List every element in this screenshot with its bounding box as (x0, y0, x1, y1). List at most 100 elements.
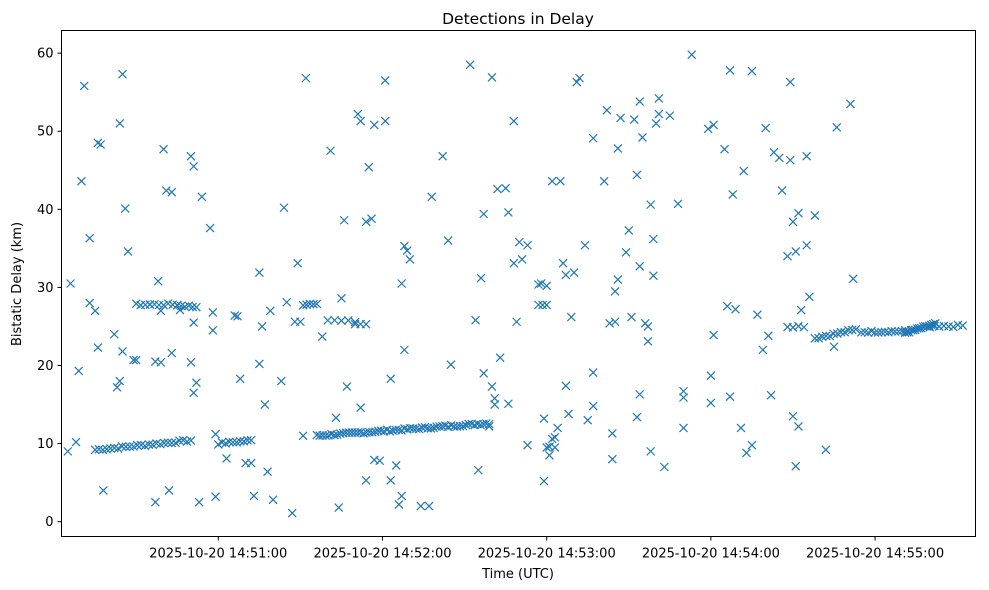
data-point (583, 415, 593, 425)
data-point (736, 423, 746, 433)
data-point (725, 392, 735, 402)
data-point (503, 208, 513, 217)
data-point (361, 319, 371, 329)
data-point (118, 69, 127, 79)
data-point (643, 322, 653, 331)
data-point (98, 445, 108, 455)
data-point (791, 461, 801, 471)
data-point (848, 274, 858, 284)
data-point (725, 65, 735, 75)
data-point (79, 81, 89, 91)
data-point (189, 318, 199, 327)
data-point (323, 315, 333, 325)
data-point (380, 76, 390, 85)
data-point (870, 328, 880, 337)
data-point (836, 327, 846, 337)
data-point (339, 215, 349, 225)
data-point (501, 183, 511, 193)
data-point (479, 368, 489, 378)
plot-area-frame (61, 30, 976, 537)
data-point (117, 442, 127, 451)
y-tick-label: 20 (37, 359, 54, 374)
data-point (353, 109, 363, 119)
data-point (96, 140, 106, 149)
y-axis-label: Bistatic Delay (km) (10, 222, 25, 346)
data-point (550, 432, 560, 442)
data-point (230, 311, 240, 320)
data-point (509, 116, 519, 126)
data-point (391, 461, 401, 470)
data-markers (63, 50, 968, 518)
data-point (163, 438, 173, 448)
data-point (263, 467, 272, 477)
data-point (703, 124, 713, 134)
data-point (385, 427, 395, 436)
data-point (539, 414, 549, 424)
data-point (276, 376, 286, 386)
data-point (654, 109, 664, 119)
data-point (495, 353, 505, 363)
data-point (547, 434, 557, 444)
data-point (758, 345, 768, 355)
data-point (829, 342, 839, 352)
data-point (832, 122, 842, 132)
data-point (257, 322, 267, 331)
data-point (74, 366, 84, 376)
data-point (817, 332, 827, 342)
data-point (810, 333, 820, 343)
data-point (397, 279, 407, 288)
x-axis-label: Time (UTC) (481, 567, 554, 582)
data-point (458, 421, 468, 431)
data-point (514, 237, 524, 247)
data-point (607, 429, 617, 438)
data-point (550, 443, 560, 452)
data-point (115, 118, 125, 128)
data-point (621, 247, 631, 257)
data-point (356, 116, 366, 126)
data-point (588, 401, 598, 411)
data-point (561, 270, 571, 280)
data-point (785, 77, 795, 87)
data-point (558, 258, 568, 268)
data-point (534, 280, 543, 289)
data-point (265, 306, 275, 316)
data-point (246, 435, 256, 445)
data-point (555, 176, 565, 186)
data-point (302, 300, 311, 310)
data-point (85, 298, 95, 308)
data-point (287, 508, 297, 518)
data-point (465, 60, 475, 70)
data-point (632, 412, 642, 422)
data-point (167, 348, 177, 358)
data-point (659, 462, 669, 472)
data-point (912, 324, 922, 333)
data-point (728, 190, 738, 199)
data-point (553, 423, 563, 433)
data-point (94, 444, 104, 454)
data-point (635, 261, 645, 271)
data-point (337, 316, 346, 326)
data-point (821, 445, 831, 455)
data-point (301, 73, 311, 83)
data-point (361, 475, 371, 485)
data-point (564, 409, 574, 419)
data-point (235, 374, 245, 384)
data-point (632, 170, 642, 180)
data-point (635, 97, 645, 106)
data-point (189, 161, 199, 171)
data-point (747, 66, 757, 76)
data-point (175, 305, 185, 315)
data-point (785, 155, 795, 165)
data-point (479, 209, 489, 219)
data-point (544, 450, 554, 460)
data-point (222, 453, 231, 463)
data-point (394, 425, 404, 435)
data-point (512, 317, 522, 327)
data-point (131, 355, 141, 365)
data-point (194, 497, 204, 507)
data-point (906, 325, 916, 335)
data-point (260, 400, 270, 409)
data-point (561, 381, 571, 391)
data-point (397, 491, 407, 501)
